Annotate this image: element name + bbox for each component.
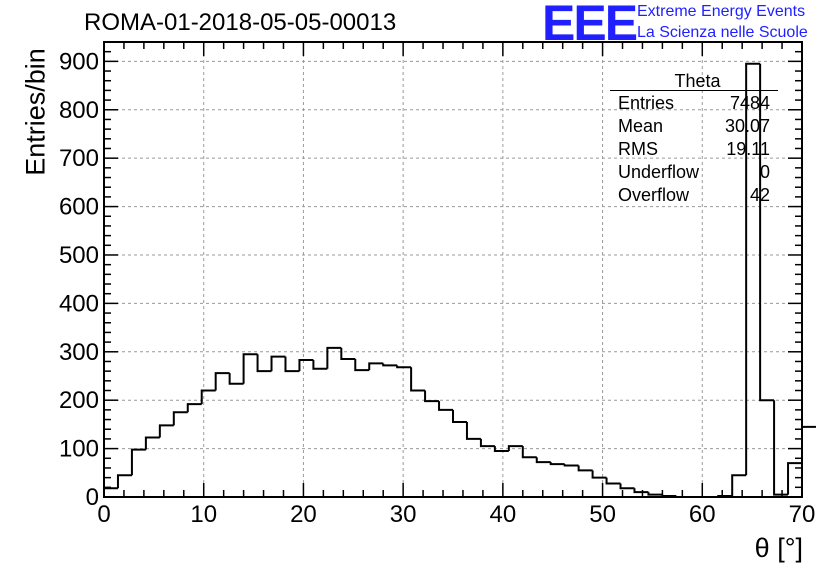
histogram-bin bbox=[759, 63, 775, 402]
histogram-bin bbox=[158, 424, 174, 438]
histogram-bin bbox=[144, 436, 160, 450]
histogram-bin bbox=[661, 494, 677, 498]
stats-divider bbox=[610, 90, 778, 91]
stats-label: Underflow bbox=[618, 162, 700, 182]
histogram-bin bbox=[507, 445, 523, 452]
histogram-bin bbox=[368, 362, 384, 371]
y-tick-label: 800 bbox=[59, 97, 99, 124]
histogram-bin bbox=[577, 465, 593, 472]
stats-row-entries: Entries 7484 bbox=[611, 92, 778, 115]
stats-label: Entries bbox=[618, 93, 675, 113]
y-tick-label: 200 bbox=[59, 387, 99, 414]
histogram-bin bbox=[340, 347, 356, 361]
histogram-bin bbox=[256, 354, 272, 373]
stats-row-rms: RMS 19.11 bbox=[611, 138, 778, 161]
histogram-bin bbox=[647, 492, 663, 496]
stats-label: Overflow bbox=[618, 185, 690, 205]
y-tick-label: 700 bbox=[59, 145, 99, 172]
histogram-bin bbox=[228, 373, 244, 385]
stats-title: Theta bbox=[674, 71, 721, 91]
stats-value: 7484 bbox=[729, 93, 770, 113]
histogram-bin bbox=[452, 409, 467, 423]
logo-text-line2: La Scienza nelle Scuole bbox=[637, 24, 808, 41]
histogram-bin bbox=[354, 359, 370, 372]
y-tick-label: 900 bbox=[59, 48, 99, 75]
histogram-bin bbox=[479, 438, 495, 448]
histogram-bin bbox=[787, 462, 802, 495]
y-tick-label: 100 bbox=[59, 436, 99, 463]
histogram-bin bbox=[172, 411, 188, 426]
x-tick-label: 20 bbox=[290, 501, 317, 528]
histogram-bin bbox=[773, 400, 789, 496]
histogram-bin bbox=[619, 483, 635, 490]
stats-value: 42 bbox=[749, 185, 770, 205]
histogram-bin bbox=[326, 346, 342, 369]
x-tick-label: 10 bbox=[190, 501, 217, 528]
stats-label: Mean bbox=[618, 116, 664, 136]
histogram-bin bbox=[186, 403, 202, 413]
histogram-bin bbox=[465, 421, 481, 440]
histogram-bin bbox=[801, 425, 816, 464]
stats-value: 30.07 bbox=[724, 116, 770, 136]
histogram-bin bbox=[745, 62, 761, 476]
stats-row-underflow: Underflow 0 bbox=[611, 161, 778, 184]
x-tick-label: 40 bbox=[490, 501, 517, 528]
histogram-bin bbox=[424, 390, 440, 403]
x-tick-label: 50 bbox=[589, 501, 616, 528]
histogram-bin bbox=[214, 372, 230, 391]
histogram-bin bbox=[200, 389, 216, 405]
x-axis-label: θ [°] bbox=[754, 533, 803, 563]
histogram-bin bbox=[438, 401, 453, 411]
y-tick-label: 0 bbox=[86, 484, 99, 511]
histogram-bin bbox=[493, 446, 509, 453]
x-tick-label: 30 bbox=[390, 501, 417, 528]
histogram-bin bbox=[731, 474, 747, 497]
histogram-bin bbox=[116, 474, 132, 489]
logo-text-line1: Extreme Energy Events bbox=[637, 3, 806, 20]
stats-value: 0 bbox=[759, 162, 770, 182]
stats-box: Theta Entries 7484 Mean 30.07 RMS 19.11 Und… bbox=[610, 70, 778, 207]
histogram-bin bbox=[535, 457, 551, 464]
histogram-bin bbox=[410, 367, 426, 392]
histogram-bin bbox=[242, 353, 258, 384]
histogram-bin bbox=[521, 446, 537, 459]
histogram-bin bbox=[130, 448, 146, 476]
histogram-bin bbox=[270, 355, 286, 372]
histogram-bin bbox=[396, 365, 412, 369]
histogram-bin bbox=[605, 477, 621, 485]
histogram-bin bbox=[312, 360, 328, 370]
histogram-bin bbox=[549, 462, 565, 466]
y-tick-label: 600 bbox=[59, 194, 99, 221]
stats-row-mean: Mean 30.07 bbox=[611, 115, 778, 138]
histogram-bin bbox=[591, 470, 607, 479]
plot-frame bbox=[103, 41, 803, 498]
histogram-bin bbox=[633, 488, 649, 494]
x-tick-label: 70 bbox=[789, 501, 816, 528]
x-tick-label: 0 bbox=[97, 501, 110, 528]
eee-logo: EEE bbox=[542, 0, 638, 51]
histogram-bin bbox=[563, 464, 579, 467]
histogram-bin bbox=[382, 363, 398, 367]
stats-value: 19.11 bbox=[726, 139, 770, 159]
chart-title: ROMA-01-2018-05-05-00013 bbox=[84, 9, 397, 36]
stats-row-overflow: Overflow 42 bbox=[611, 184, 778, 207]
y-tick-label: 400 bbox=[59, 290, 99, 317]
x-tick-label: 60 bbox=[689, 501, 716, 528]
stats-label: RMS bbox=[618, 139, 658, 159]
y-tick-label: 300 bbox=[59, 339, 99, 366]
histogram-bin bbox=[284, 356, 300, 373]
histogram-bin bbox=[298, 359, 314, 372]
histogram-bin bbox=[103, 487, 118, 497]
y-tick-label: 500 bbox=[59, 242, 99, 269]
